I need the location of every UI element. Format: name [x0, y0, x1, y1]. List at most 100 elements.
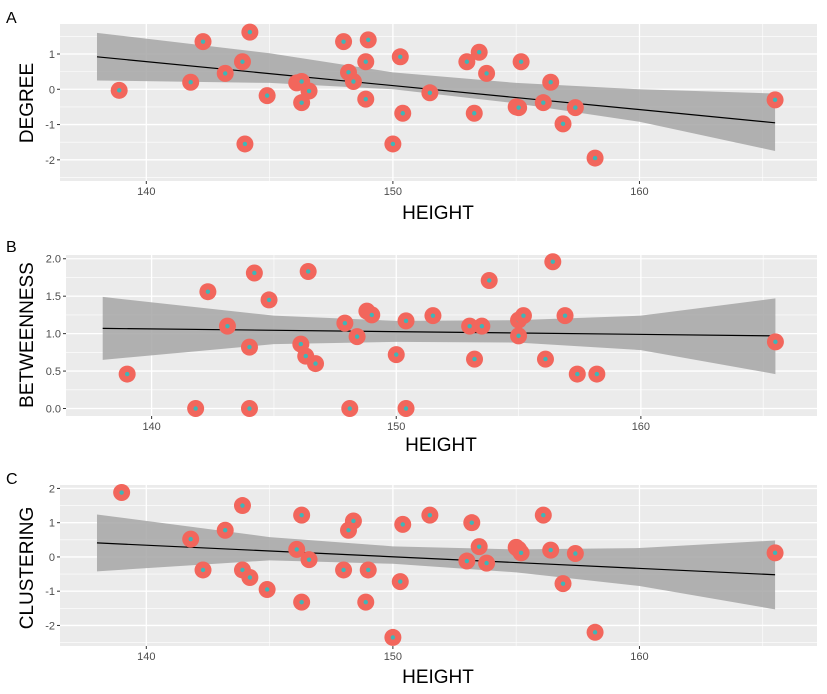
x-tick-label: 140	[137, 651, 155, 663]
y-tick-label: -1	[45, 120, 55, 132]
data-point-center	[363, 96, 368, 102]
data-point	[463, 514, 481, 532]
data-point	[586, 623, 604, 641]
data-point-center	[313, 361, 318, 366]
panel-a-letter: A	[6, 10, 17, 27]
data-point-center	[305, 269, 311, 274]
data-point	[387, 346, 405, 364]
data-point-center	[205, 289, 211, 294]
y-tick-label: 0.0	[46, 404, 61, 416]
data-point-center	[351, 79, 356, 84]
data-point-center	[342, 320, 348, 326]
panel-b: B 140 150 160 0.0 0.5 1.0 1.5 2.0 HEIGHT BETWE…	[6, 239, 817, 456]
data-point	[478, 554, 496, 572]
y-tick-label: 0.5	[46, 366, 61, 378]
panel-a-y-axis: -2 -1 0 1	[45, 49, 60, 167]
data-point	[568, 365, 586, 383]
data-point	[510, 99, 528, 117]
data-point	[245, 264, 263, 282]
data-point-center	[518, 59, 524, 64]
data-point	[544, 253, 562, 271]
data-point	[288, 540, 306, 558]
data-point	[357, 90, 375, 108]
data-point	[424, 307, 442, 325]
data-point-center	[487, 278, 492, 283]
x-tick-label: 150	[384, 651, 402, 663]
data-point	[458, 552, 476, 570]
data-point	[766, 91, 784, 109]
data-point-center	[200, 39, 206, 44]
data-point-center	[188, 80, 193, 85]
y-tick-label: 1	[49, 518, 55, 530]
data-point	[391, 573, 409, 591]
data-point-center	[548, 80, 553, 85]
data-point-center	[225, 323, 230, 329]
data-point	[335, 561, 353, 579]
panel-b-y-axis: 0.0 0.5 1.0 1.5 2.0	[46, 254, 66, 416]
panel-a: A 140 150 160 -2 -1 0 1 HEIGHT DEGREE	[6, 10, 817, 224]
panel-c-confidence-band	[96, 514, 776, 610]
data-point-center	[366, 37, 371, 43]
data-point	[293, 593, 311, 611]
data-point	[199, 283, 217, 301]
data-point-center	[351, 518, 356, 524]
data-point-center	[573, 105, 578, 110]
data-point-center	[518, 550, 524, 556]
data-point-center	[240, 503, 245, 508]
panel-c: C 140 150 160 -2 -1 0 1 2 HEIGHT CLUSTERING	[6, 471, 817, 688]
data-point	[194, 561, 212, 579]
data-point-center	[403, 406, 409, 411]
data-point-center	[223, 528, 228, 533]
data-point	[187, 400, 205, 418]
data-point	[236, 135, 254, 153]
data-point	[554, 575, 572, 593]
data-point-center	[354, 334, 360, 339]
data-point	[466, 350, 484, 368]
x-tick-label: 160	[630, 186, 648, 198]
data-point-center	[116, 88, 122, 93]
data-point	[194, 33, 212, 51]
data-point	[335, 33, 353, 51]
data-point	[300, 82, 318, 100]
data-point-center	[306, 88, 312, 94]
data-point	[357, 53, 375, 71]
data-point	[397, 400, 415, 418]
x-tick-label: 140	[137, 186, 155, 198]
data-point	[384, 135, 402, 153]
panel-c-x-axis: 140 150 160	[137, 646, 649, 663]
data-point	[110, 81, 128, 99]
data-point-center	[403, 318, 409, 324]
data-point	[359, 31, 377, 49]
data-point	[240, 400, 258, 418]
data-point-center	[469, 520, 474, 525]
data-point-center	[193, 406, 198, 411]
panel-b-fit-line	[102, 327, 776, 337]
panel-b-x-axis-title: HEIGHT	[405, 435, 477, 456]
data-point-center	[346, 528, 351, 533]
panel-b-letter: B	[6, 239, 17, 256]
data-point	[554, 115, 572, 133]
data-point-center	[592, 155, 598, 161]
data-point-center	[521, 313, 526, 318]
data-point-center	[541, 512, 546, 518]
data-point	[480, 271, 498, 289]
data-point	[357, 593, 375, 611]
panel-c-points	[113, 484, 784, 646]
data-point	[566, 545, 584, 563]
data-point-center	[467, 323, 472, 329]
panel-b-confidence-band	[102, 296, 776, 375]
data-point	[216, 64, 234, 82]
data-point-center	[363, 59, 368, 64]
data-point	[465, 104, 483, 122]
y-tick-label: 1.0	[46, 329, 61, 341]
data-point-center	[394, 352, 399, 357]
data-point-center	[548, 547, 553, 553]
panel-a-points	[110, 23, 784, 167]
panel-c-x-axis-title: HEIGHT	[402, 667, 474, 688]
data-point-center	[390, 141, 396, 147]
data-point	[566, 99, 584, 117]
panel-b-y-axis-title: BETWEENNESS	[17, 262, 38, 408]
data-point	[512, 544, 530, 562]
data-point-center	[247, 406, 252, 411]
data-point-center	[294, 547, 299, 552]
